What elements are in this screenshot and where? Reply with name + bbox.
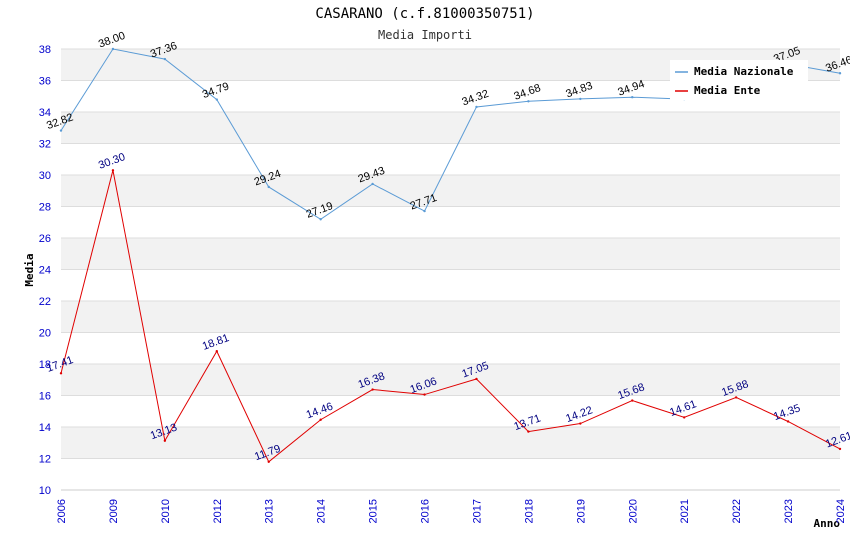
x-axis-label: Anno [814,517,841,530]
x-tick-label: 2013 [264,499,276,523]
y-tick-label: 36 [39,76,51,88]
legend-label-media-ente: Media Ente [694,84,761,97]
data-point [111,169,115,172]
data-point [215,98,218,101]
y-tick-label: 18 [39,359,51,371]
data-point [267,460,270,464]
data-point [423,393,426,396]
band-32 [61,112,840,144]
data-point [734,396,738,399]
data-point [371,182,374,186]
band-16 [61,364,840,396]
data-point [475,105,478,109]
x-tick-label: 2012 [212,499,224,523]
data-point [423,209,426,213]
data-point [631,399,634,402]
data-point [527,430,530,433]
band-20 [61,301,840,333]
band-14 [61,395,840,427]
y-tick-label: 26 [39,233,51,245]
y-tick-label: 32 [39,139,51,151]
data-point [683,416,686,419]
y-tick-label: 20 [39,328,51,340]
data-point [786,420,790,423]
band-26 [61,206,840,238]
data-point [59,129,63,132]
data-point [163,439,167,442]
data-point [267,185,270,189]
chart-subtitle: Media Importi [378,28,472,42]
y-tick-label: 28 [39,202,51,214]
x-tick-label: 2021 [679,499,691,523]
background-bands [61,49,840,490]
band-24 [61,238,840,270]
x-tick-label: 2016 [420,499,432,523]
x-tick-label: 2023 [783,499,795,523]
data-point [579,97,582,101]
x-tick-label: 2019 [575,499,587,523]
x-tick-label: 2015 [368,499,380,523]
data-point [215,350,218,353]
band-12 [61,427,840,459]
data-point [319,418,322,421]
data-point [475,377,478,381]
y-tick-label: 38 [39,44,51,56]
y-tick-label: 14 [39,422,51,434]
x-tick-label: 2022 [731,499,743,523]
x-tick-label: 2018 [523,499,535,523]
x-tick-label: 2010 [160,499,172,523]
x-tick-label: 2009 [108,499,120,523]
y-tick-label: 10 [39,485,51,497]
band-18 [61,332,840,364]
data-point [111,47,115,51]
band-10 [61,458,840,490]
data-label: 38.00 [97,30,127,51]
legend-label-media-nazionale: Media Nazionale [694,65,794,78]
y-tick-labels: 10 12 14 16 18 20 22 24 26 28 30 32 34 36 38 [39,44,51,497]
data-point [579,422,582,425]
data-point [527,100,530,103]
y-tick-label: 34 [39,107,51,119]
x-tick-label: 2024 [835,499,847,523]
x-tick-label: 2020 [627,499,639,523]
data-point [371,388,374,391]
y-axis-label: Media [23,253,36,286]
data-point [163,57,167,61]
y-tick-label: 30 [39,170,51,182]
data-point [319,218,322,221]
series-line [60,170,841,463]
legend-box [670,60,808,100]
y-tick-label: 24 [39,265,51,277]
legend: Media Nazionale Media Ente [670,60,808,100]
data-point [631,95,634,99]
band-22 [61,269,840,301]
y-tick-label: 16 [39,391,51,403]
data-point [838,447,842,451]
y-tick-label: 12 [39,454,51,466]
band-28 [61,175,840,207]
x-tick-label: 2017 [471,499,483,523]
x-tick-label: 2006 [56,499,68,523]
y-tick-label: 22 [39,296,51,308]
chart-title: CASARANO (c.f.81000350751) [315,6,534,22]
x-tick-label: 2014 [316,499,328,523]
x-tick-labels: 2006 2009 2010 2012 2013 2014 2015 2016 2017 2018… [56,499,847,523]
data-point [838,72,842,75]
data-point [59,372,63,375]
